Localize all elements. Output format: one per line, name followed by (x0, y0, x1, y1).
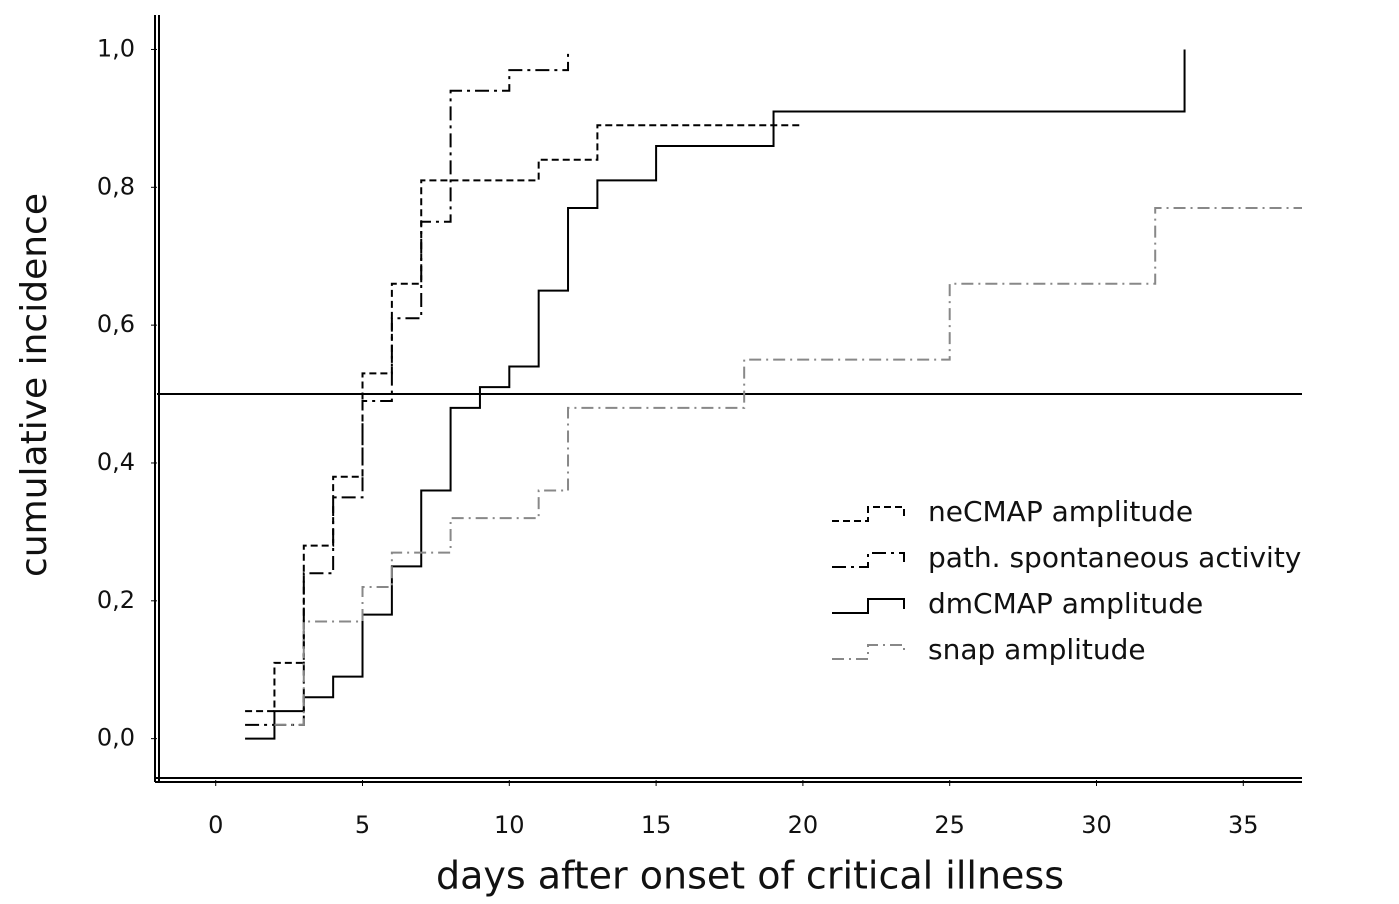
step-line (245, 49, 1186, 740)
legend-label: dmCMAP amplitude (928, 587, 1203, 620)
step-line (245, 49, 570, 726)
legend-swatch (832, 598, 905, 614)
x-tick-label: 15 (641, 811, 672, 839)
legend-label: neCMAP amplitude (928, 495, 1193, 528)
legend-label: path. spontaneous activity (928, 541, 1301, 574)
y-axis-label: cumulative incidence (14, 193, 55, 577)
x-tick-label: 10 (494, 811, 525, 839)
step-line (274, 206, 1302, 726)
y-tick-label: 0,6 (97, 310, 135, 338)
legend-label: snap amplitude (928, 633, 1146, 666)
y-tick-label: 0,0 (97, 724, 135, 752)
legend-swatch (832, 552, 905, 568)
step-line (245, 124, 803, 713)
x-tick-label: 5 (355, 811, 370, 839)
y-tick-label: 0,8 (97, 172, 135, 200)
legend-swatch (832, 644, 905, 660)
x-tick-label: 20 (788, 811, 819, 839)
x-tick-label: 25 (934, 811, 965, 839)
y-tick-label: 1,0 (97, 34, 135, 62)
legend-swatch (832, 506, 905, 522)
x-axis-label: days after onset of critical illness (436, 854, 1064, 898)
x-tick-label: 30 (1081, 811, 1112, 839)
x-tick-label: 0 (208, 811, 223, 839)
y-tick-label: 0,4 (97, 448, 135, 476)
y-tick-label: 0,2 (97, 586, 135, 614)
x-tick-label: 35 (1228, 811, 1259, 839)
